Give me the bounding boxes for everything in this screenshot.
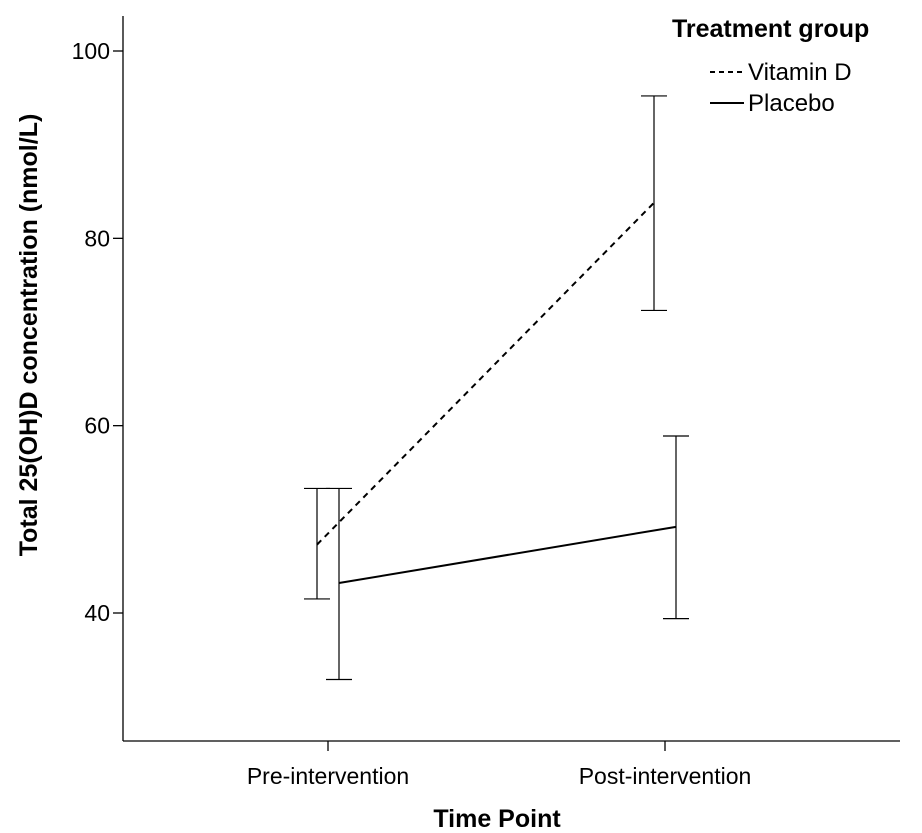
error-bar-vitamin-d bbox=[641, 95, 667, 312]
series-line-placebo bbox=[338, 525, 677, 585]
legend: Treatment group Vitamin D Placebo bbox=[672, 15, 869, 117]
y-tick-label: 60 bbox=[84, 413, 110, 439]
y-axis-title: Total 25(OH)D concentration (nmol/L) bbox=[15, 114, 43, 557]
y-tick-label: 100 bbox=[72, 38, 110, 64]
series-line-vitamin-d bbox=[316, 202, 655, 546]
error-bar-placebo bbox=[326, 487, 352, 681]
x-ticks: Pre-intervention Post-intervention bbox=[247, 741, 751, 789]
legend-label-vitamin-d: Vitamin D bbox=[748, 59, 852, 86]
error-bar-vitamin-d bbox=[304, 487, 330, 600]
y-tick-label: 40 bbox=[84, 600, 110, 626]
series-layer bbox=[304, 95, 689, 681]
legend-title: Treatment group bbox=[672, 15, 869, 43]
x-axis-title: Time Point bbox=[433, 805, 561, 833]
error-bar-placebo bbox=[663, 435, 689, 620]
y-ticks: 40 60 80 100 bbox=[72, 38, 123, 626]
x-tick-label: Pre-intervention bbox=[247, 763, 409, 789]
y-tick-label: 80 bbox=[84, 225, 110, 251]
x-tick-label: Post-intervention bbox=[579, 763, 752, 789]
legend-label-placebo: Placebo bbox=[748, 90, 835, 117]
